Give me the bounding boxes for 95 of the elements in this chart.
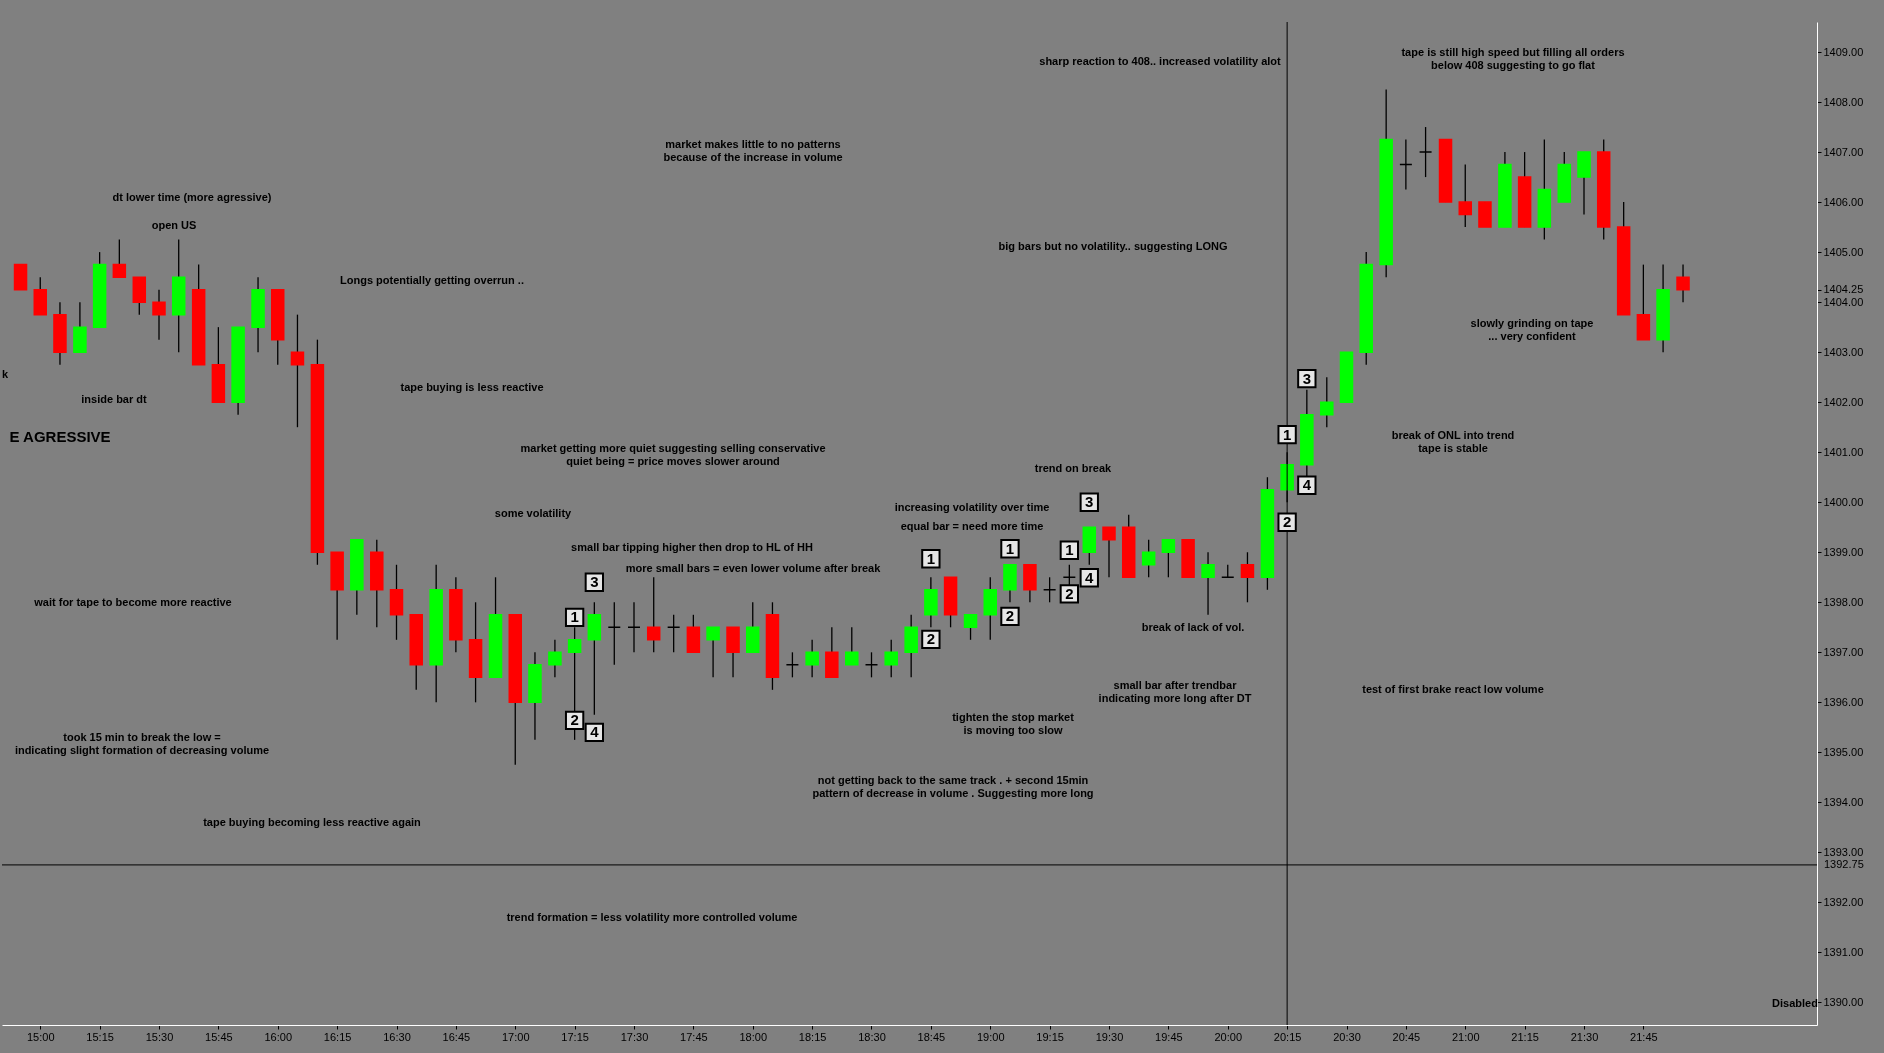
y-tick-label: 1394.00 <box>1823 795 1864 808</box>
x-tick-label: 21:15 <box>1511 1030 1539 1043</box>
annotation: more small bars = even lower volume after break <box>625 562 882 574</box>
annotation: market getting more quiet suggesting selling conservative quiet being = price moves slower around <box>520 442 826 467</box>
annotation: 4 <box>1085 568 1095 586</box>
x-tick-label: 19:45 <box>1155 1030 1183 1043</box>
annotation: slowly grinding on tape ... very confident <box>1470 317 1594 342</box>
x-tick-label: 17:30 <box>620 1030 649 1043</box>
annotation: not getting back to the same track . + second 15min pattern of decrease in volume . Suggesting more long <box>812 774 1094 799</box>
annotation: 1 <box>1282 425 1292 443</box>
annotation: market makes little to no patterns because of the increase in volume <box>663 138 843 163</box>
annotation: 2 <box>1005 607 1015 625</box>
annotation: tape is still high speed but filling all orders below 408 suggesting to go flat <box>1401 46 1625 71</box>
y-tick-label: 1390.00 <box>1823 995 1864 1008</box>
annotation: 2 <box>926 630 936 648</box>
annotation: equal bar = need more time <box>900 520 1044 532</box>
annotation: test of first brake react low volume <box>1362 683 1544 695</box>
annotation: 2 <box>1282 513 1292 531</box>
y-tick-label: 1401.00 <box>1823 445 1864 458</box>
annotation: inside bar dt <box>81 393 148 405</box>
annotation: 4 <box>590 723 600 741</box>
annotation: increasing volatility over time <box>894 501 1050 513</box>
annotation: 3 <box>1085 493 1094 511</box>
x-tick-label: 19:30 <box>1095 1030 1124 1043</box>
annotation: 2 <box>570 711 579 729</box>
x-tick-label: 19:00 <box>976 1030 1005 1043</box>
annotation: 1 <box>1005 539 1015 557</box>
annotation: 3 <box>1302 369 1312 387</box>
ref-line-label: 1392.75 <box>1824 857 1864 870</box>
y-tick-label: 1403.00 <box>1823 345 1864 358</box>
y-tick-label: 1398.00 <box>1823 595 1864 608</box>
annotation: tape buying becoming less reactive again <box>203 816 422 828</box>
y-tick-label: 1405.00 <box>1823 245 1864 258</box>
annotation: trend on break <box>1034 462 1113 474</box>
x-tick-label: 21:45 <box>1630 1030 1658 1043</box>
y-tick-label: 1406.00 <box>1823 195 1864 208</box>
annotation: k <box>1 368 9 380</box>
x-tick-label: 15:45 <box>205 1030 233 1043</box>
x-tick-label: 15:00 <box>26 1030 55 1043</box>
x-tick-label: 17:00 <box>501 1030 530 1043</box>
annotation: 1 <box>1065 541 1074 559</box>
y-tick-label: 1400.00 <box>1823 495 1864 508</box>
annotation: open US <box>151 219 197 231</box>
x-tick-label: 19:15 <box>1036 1030 1064 1043</box>
annotation: Longs potentially getting overrun .. <box>340 274 524 286</box>
annotation: 4 <box>1302 476 1312 494</box>
x-tick-label: 17:45 <box>680 1030 708 1043</box>
y-tick-label: 1391.00 <box>1823 945 1864 958</box>
annotation: 1 <box>570 608 579 626</box>
annotation: small bar after trendbar indicating more long after DT <box>1098 679 1252 704</box>
annotation: 3 <box>590 573 599 591</box>
y-tick-label: 1407.00 <box>1823 145 1864 158</box>
x-tick-label: 15:15 <box>86 1030 114 1043</box>
annotation: trend formation = less volatility more controlled volume <box>506 911 798 923</box>
y-tick-label: 1404.00 <box>1823 295 1864 308</box>
annotation: wait for tape to become more reactive <box>33 596 232 608</box>
y-tick-label: 1404.25 <box>1823 283 1864 296</box>
x-tick-label: 17:15 <box>561 1030 589 1043</box>
annotation: some volatility <box>494 507 573 519</box>
annotation: break of lack of vol. <box>1141 621 1245 633</box>
y-tick-label: 1402.00 <box>1823 395 1864 408</box>
annotation: 2 <box>1065 584 1074 602</box>
annotation: tape buying is less reactive <box>400 381 544 393</box>
y-tick-label: 1392.00 <box>1823 895 1864 908</box>
y-tick-label: 1397.00 <box>1823 645 1864 658</box>
annotation: dt lower time (more agressive) <box>112 191 272 203</box>
x-tick-label: 16:30 <box>383 1030 411 1043</box>
x-tick-label: 16:00 <box>264 1030 293 1043</box>
y-tick-label: 1393.00 <box>1823 845 1864 858</box>
x-tick-label: 21:00 <box>1451 1030 1480 1043</box>
y-tick-label: 1408.00 <box>1823 95 1864 108</box>
annotation: E AGRESSIVE <box>9 428 111 445</box>
x-tick-label: 16:15 <box>323 1030 352 1043</box>
y-tick-label: 1399.00 <box>1823 545 1864 558</box>
x-tick-label: 21:30 <box>1570 1030 1599 1043</box>
annotation: break of ONL into trend tape is stable <box>1391 429 1515 454</box>
annotation: tighten the stop market is moving too slow <box>952 711 1075 736</box>
x-tick-label: 20:00 <box>1214 1030 1243 1043</box>
annotation: big bars but no volatility.. suggesting LONG <box>998 240 1228 252</box>
x-tick-label: 15:30 <box>145 1030 174 1043</box>
x-tick-label: 20:30 <box>1333 1030 1361 1043</box>
x-tick-label: 18:45 <box>917 1030 946 1043</box>
x-tick-label: 20:15 <box>1273 1030 1302 1043</box>
x-tick-label: 18:15 <box>798 1030 827 1043</box>
annotation: took 15 min to break the low = indicating slight formation of decreasing volume <box>14 731 270 756</box>
annotation: small bar tipping higher then drop to HL of HH <box>571 541 813 553</box>
x-tick-label: 16:45 <box>442 1030 471 1043</box>
annotation: 1 <box>926 549 936 567</box>
annotation: sharp reaction to 408.. increased volatility alot <box>1039 55 1282 67</box>
x-tick-label: 18:30 <box>858 1030 886 1043</box>
x-tick-label: 18:00 <box>739 1030 768 1043</box>
x-tick-label: 20:45 <box>1392 1030 1421 1043</box>
y-tick-label: 1409.00 <box>1823 45 1864 58</box>
y-tick-label: 1395.00 <box>1823 745 1864 758</box>
y-tick-label: 1396.00 <box>1823 695 1864 708</box>
